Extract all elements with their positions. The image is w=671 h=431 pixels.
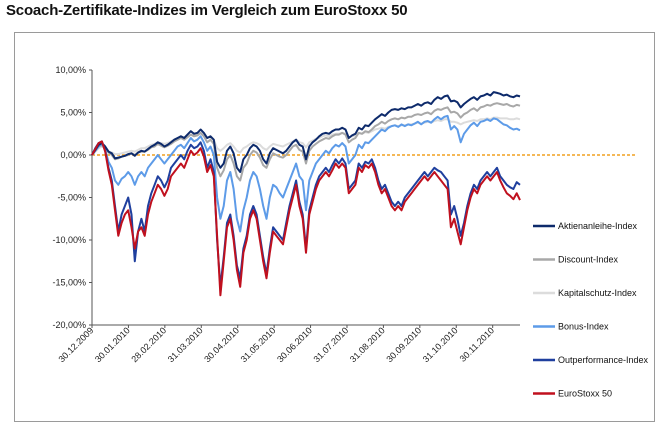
x-tick-label: 31.08.2010 [348, 325, 387, 364]
x-tick-label: 30.04.2010 [202, 325, 241, 364]
x-tick-label: 31.05.2010 [239, 325, 278, 364]
series-line-kapitalschutz-index [91, 116, 521, 156]
x-tick-label: 28.02.2010 [129, 325, 168, 364]
series-line-aktienanleihe-index [91, 91, 521, 173]
chart-title: Scoach-Zertifikate-Indizes im Vergleich … [6, 2, 408, 19]
legend-label: Outperformance-Index [558, 355, 649, 365]
legend-label: Kapitalschutz-Index [558, 288, 637, 298]
x-tick-label: 30.06.2010 [275, 325, 314, 364]
legend-label: Aktienanleihe-Index [558, 221, 638, 231]
y-tick-label: 10,00% [55, 65, 86, 75]
x-tick-label: 31.03.2010 [166, 325, 205, 364]
legend-label: Discount-Index [558, 255, 619, 265]
y-tick-label: 0,00% [60, 150, 86, 160]
legend-label: Bonus-Index [558, 322, 609, 332]
x-tick-label: 30.11.2010 [458, 325, 496, 363]
x-tick-label: 30.01.2010 [93, 325, 132, 364]
x-tick-label: 31.07.2010 [311, 325, 350, 364]
x-tick-label: 30.12.2009 [56, 325, 95, 364]
y-tick-label: -20,00% [52, 320, 86, 330]
y-tick-label: 5,00% [60, 108, 86, 118]
y-tick-label: -15,00% [52, 278, 86, 288]
y-tick-label: -10,00% [52, 235, 86, 245]
series-line-bonus-index [91, 114, 521, 233]
x-tick-label: 30.09.2010 [384, 325, 423, 364]
x-tick-label: 31.10.2010 [421, 325, 460, 364]
series-line-discount-index [91, 102, 521, 182]
legend-label: EuroStoxx 50 [558, 389, 612, 399]
series-line-eurostoxx-50 [91, 140, 521, 297]
y-tick-label: -5,00% [57, 193, 86, 203]
